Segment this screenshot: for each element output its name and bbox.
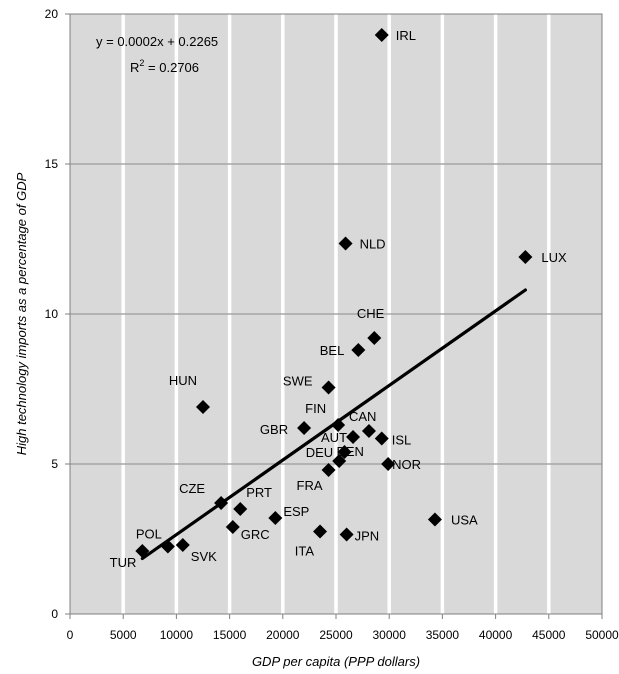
point-label-can: CAN (349, 409, 376, 424)
point-label-esp: ESP (283, 504, 309, 519)
point-label-deu: DEU (306, 445, 333, 460)
y-tick-label: 20 (45, 7, 59, 21)
point-den (337, 445, 352, 459)
point-label-usa: USA (451, 513, 478, 528)
x-tick-label: 5000 (110, 628, 137, 642)
point-label-isl: ISL (392, 433, 412, 448)
point-labels: TUR POL SVK HUN CZE GRC PRT ESP GBR ITA FRA SWE FIN D… (110, 28, 567, 570)
x-tick-label: 35000 (426, 628, 460, 642)
point-che (367, 331, 382, 345)
point-tur (135, 544, 150, 558)
point-prt (233, 502, 248, 516)
point-bel (351, 343, 366, 357)
point-label-tur: TUR (110, 555, 137, 570)
point-label-gbr: GBR (260, 422, 288, 437)
point-hun (196, 400, 210, 414)
point-can (361, 424, 376, 438)
point-label-cze: CZE (179, 481, 205, 496)
point-nor (381, 457, 396, 471)
point-label-hun: HUN (169, 373, 197, 388)
point-label-prt: PRT (246, 485, 272, 500)
trendline-equation: y = 0.0002x + 0.2265 (96, 34, 218, 49)
point-label-nor: NOR (392, 457, 421, 472)
point-deu (332, 454, 347, 468)
r-squared: R2 = 0.2706 (130, 58, 199, 75)
point-irl (374, 28, 389, 42)
point-label-jpn: JPN (355, 529, 380, 544)
point-swe (321, 380, 336, 395)
point-grc (225, 520, 240, 534)
point-label-ita: ITA (295, 544, 315, 559)
y-axis-ticks: 0 5 10 15 20 (45, 7, 70, 621)
point-lux (518, 250, 533, 264)
point-label-svk: SVK (191, 549, 217, 564)
x-tick-label: 50000 (585, 628, 619, 642)
point-usa (427, 512, 442, 527)
point-pol (160, 539, 175, 554)
x-tick-label: 10000 (160, 628, 194, 642)
point-label-swe: SWE (283, 374, 313, 389)
x-tick-label: 30000 (373, 628, 407, 642)
point-label-lux: LUX (541, 250, 567, 265)
point-esp (268, 511, 283, 525)
y-tick-label: 15 (45, 157, 59, 171)
data-points (135, 28, 533, 558)
point-label-pol: POL (136, 527, 162, 542)
point-cze (214, 496, 229, 510)
y-axis-title: High technology imports as a percentage … (14, 172, 29, 455)
point-label-fin: FIN (305, 401, 326, 416)
point-jpn (339, 527, 354, 542)
x-tick-label: 25000 (319, 628, 353, 642)
y-tick-label: 0 (51, 607, 58, 621)
point-fra (321, 463, 336, 477)
point-ita (313, 524, 328, 539)
point-aut (346, 430, 361, 444)
x-tick-label: 15000 (213, 628, 247, 642)
point-label-fra: FRA (297, 478, 323, 493)
point-label-bel: BEL (320, 343, 345, 358)
point-label-grc: GRC (241, 527, 270, 542)
y-tick-label: 10 (45, 307, 59, 321)
x-tick-label: 20000 (266, 628, 300, 642)
point-gbr (297, 421, 312, 435)
point-svk (175, 538, 190, 552)
point-fin (331, 418, 346, 432)
point-label-den: DEN (337, 444, 364, 459)
point-label-irl: IRL (396, 28, 416, 43)
point-label-aut: AUT (321, 430, 347, 445)
point-isl (374, 431, 389, 446)
x-axis-ticks: 0 5000 10000 15000 20000 25000 30000 35000 40000… (67, 614, 619, 642)
point-nld (338, 236, 353, 251)
x-axis-title: GDP per capita (PPP dollars) (252, 654, 420, 669)
x-tick-label: 0 (67, 628, 74, 642)
point-label-nld: NLD (360, 237, 386, 252)
x-tick-label: 40000 (479, 628, 513, 642)
x-tick-label: 45000 (532, 628, 566, 642)
y-tick-label: 5 (51, 457, 58, 471)
point-label-che: CHE (357, 306, 385, 321)
